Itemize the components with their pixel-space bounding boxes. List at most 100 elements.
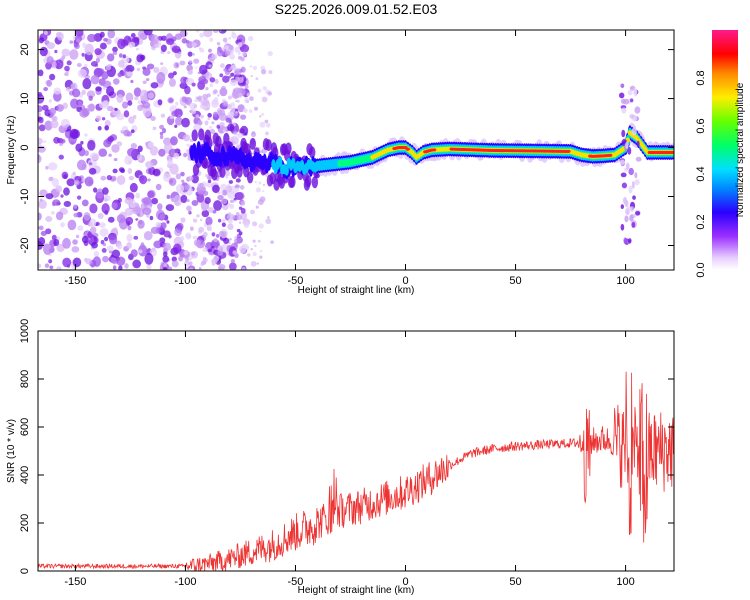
noise-blob (69, 128, 79, 140)
noise-blob (229, 203, 235, 209)
noise-blob (46, 79, 52, 87)
snr-x-label: Height of straight line (km) (298, 585, 415, 596)
noise-blob (168, 177, 177, 186)
noise-blob (116, 175, 126, 185)
noise-blob (217, 191, 220, 195)
noise-blob (49, 73, 56, 81)
noise-blob (38, 137, 43, 145)
noise-blob (240, 66, 246, 73)
noise-blob (200, 262, 204, 267)
ridge-halo (211, 168, 218, 181)
noise-blob (206, 93, 211, 98)
noise-blob (81, 52, 85, 57)
noise-blob (52, 199, 61, 206)
noise-blob (242, 108, 246, 112)
noise-blob (209, 77, 216, 83)
noise-blob (207, 112, 212, 118)
noise-blob (267, 91, 273, 96)
y-tick-label: 0 (19, 568, 31, 574)
noise-blob (63, 187, 70, 196)
noise-blob (132, 259, 141, 269)
ridge-core (671, 150, 674, 154)
noise-blob (162, 172, 172, 182)
plume-blob (634, 179, 640, 186)
noise-blob (201, 209, 210, 218)
plume-blob (627, 238, 632, 244)
noise-blob (240, 114, 247, 120)
noise-blob (42, 243, 52, 251)
noise-blob (195, 66, 198, 69)
noise-blob (195, 114, 200, 119)
noise-blob (106, 85, 115, 97)
noise-blob (255, 77, 259, 81)
noise-blob (127, 100, 133, 106)
noise-blob (149, 145, 159, 156)
noise-blob (60, 194, 64, 198)
noise-blob (235, 110, 238, 114)
noise-blob (209, 37, 214, 42)
noise-blob (175, 116, 183, 126)
noise-blob (38, 124, 46, 132)
noise-blob (42, 104, 49, 111)
noise-blob (202, 246, 208, 253)
noise-blob (81, 89, 86, 96)
noise-blob (208, 48, 212, 53)
noise-blob (133, 114, 137, 120)
y-tick-label: 400 (19, 466, 31, 484)
noise-blob (72, 239, 78, 245)
noise-blob (124, 197, 133, 205)
noise-blob (125, 209, 131, 214)
noise-blob (138, 244, 148, 257)
noise-blob (94, 48, 102, 56)
noise-blob (206, 181, 213, 188)
noise-blob (157, 203, 163, 211)
noise-blob (106, 105, 114, 112)
noise-blob (188, 210, 191, 213)
noise-blob (224, 170, 231, 177)
noise-blob (124, 155, 133, 165)
noise-blob (159, 213, 166, 220)
noise-blob (87, 104, 92, 109)
snr-plot-area (38, 331, 674, 571)
noise-blob (163, 242, 172, 251)
noise-blob (223, 237, 230, 244)
noise-blob (219, 73, 224, 78)
x-tick-label: 50 (509, 576, 521, 588)
noise-blob (221, 222, 226, 227)
noise-blob (117, 72, 123, 77)
noise-blob (191, 82, 196, 87)
noise-blob (237, 132, 244, 138)
noise-blob (143, 231, 153, 241)
noise-blob (252, 221, 258, 227)
noise-blob (152, 126, 157, 131)
noise-blob (215, 233, 220, 238)
noise-blob (202, 231, 208, 238)
noise-blob (75, 143, 83, 152)
noise-blob (112, 51, 118, 55)
noise-blob (72, 171, 76, 176)
noise-blob (104, 236, 109, 242)
noise-blob (38, 105, 43, 113)
noise-blob (57, 32, 64, 41)
noise-blob (137, 99, 142, 105)
noise-blob (53, 87, 62, 95)
noise-blob (89, 152, 100, 161)
noise-blob (199, 47, 205, 53)
noise-blob (228, 241, 231, 245)
noise-blob (142, 80, 147, 85)
noise-blob (93, 251, 100, 257)
noise-blob (122, 54, 127, 59)
noise-blob (217, 109, 224, 116)
plume-blob (620, 223, 625, 231)
noise-blob (228, 211, 231, 215)
noise-blob (264, 119, 269, 124)
noise-blob (125, 216, 134, 226)
noise-blob (137, 145, 143, 153)
noise-blob (84, 257, 88, 262)
noise-blob (39, 198, 43, 202)
noise-blob (233, 241, 239, 248)
ridge-halo (311, 176, 319, 189)
noise-blob (138, 219, 143, 225)
noise-blob (208, 64, 212, 68)
noise-blob (207, 179, 212, 184)
